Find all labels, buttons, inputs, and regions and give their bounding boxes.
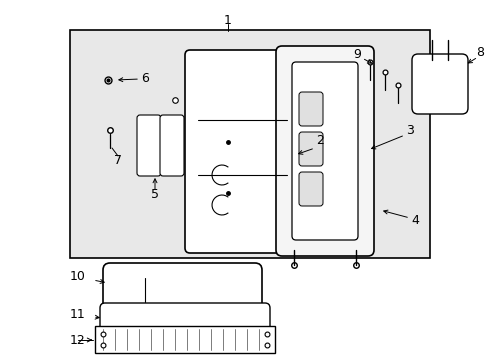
Text: 10: 10 (70, 270, 86, 283)
Text: 9: 9 (352, 49, 360, 62)
FancyBboxPatch shape (137, 115, 161, 176)
Text: 12: 12 (70, 333, 86, 346)
Text: 8: 8 (475, 45, 483, 58)
FancyBboxPatch shape (298, 132, 323, 166)
FancyBboxPatch shape (291, 62, 357, 240)
Text: 11: 11 (70, 309, 86, 321)
FancyBboxPatch shape (100, 303, 269, 333)
FancyBboxPatch shape (160, 115, 183, 176)
Text: 1: 1 (224, 13, 231, 27)
FancyBboxPatch shape (184, 50, 299, 253)
FancyBboxPatch shape (275, 46, 373, 256)
Text: 5: 5 (151, 189, 159, 202)
Bar (70, 30, 429, 258)
FancyBboxPatch shape (298, 92, 323, 126)
Text: 6: 6 (141, 72, 149, 85)
FancyBboxPatch shape (103, 263, 262, 317)
Text: 3: 3 (405, 123, 413, 136)
FancyBboxPatch shape (298, 172, 323, 206)
Text: 7: 7 (114, 153, 122, 166)
Text: 4: 4 (410, 213, 418, 226)
FancyBboxPatch shape (95, 326, 274, 353)
Text: 2: 2 (315, 134, 323, 147)
FancyBboxPatch shape (411, 54, 467, 114)
